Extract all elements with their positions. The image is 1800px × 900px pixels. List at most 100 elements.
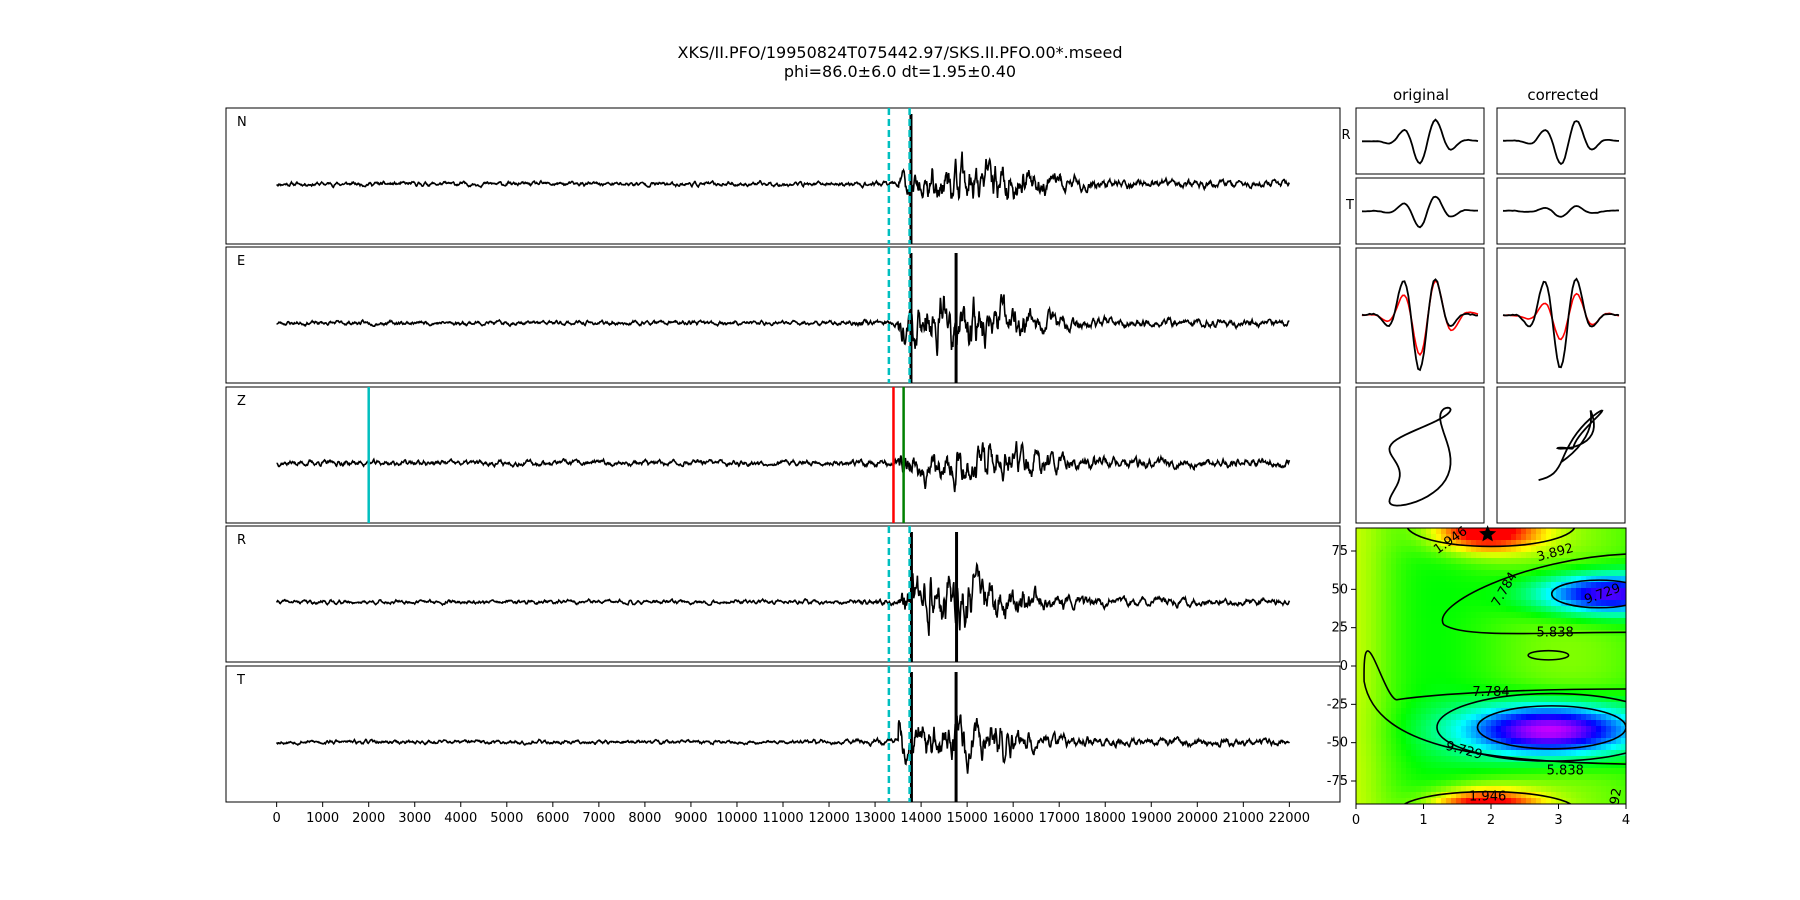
heat-cell <box>1431 654 1437 661</box>
heat-cell <box>1366 558 1372 565</box>
heat-cell <box>1611 672 1617 679</box>
heat-cell <box>1496 648 1502 655</box>
heat-cell <box>1476 612 1482 619</box>
heat-cell <box>1461 534 1467 541</box>
heat-cell <box>1536 570 1542 577</box>
x-tick-label: 14000 <box>900 811 941 826</box>
heat-cell <box>1416 636 1422 643</box>
heat-cell <box>1476 624 1482 631</box>
heat-cell <box>1526 762 1532 769</box>
heat-cell <box>1421 732 1427 739</box>
heat-cell <box>1616 546 1622 553</box>
heat-cell <box>1426 600 1432 607</box>
heat-cell <box>1506 726 1512 733</box>
heat-cell <box>1391 528 1397 535</box>
heat-cell <box>1501 648 1507 655</box>
heat-cell <box>1431 540 1437 547</box>
heat-cell <box>1571 714 1577 721</box>
heat-cell <box>1361 648 1367 655</box>
heat-cell <box>1386 654 1392 661</box>
heat-cell <box>1356 606 1362 613</box>
heat-cell <box>1456 780 1462 787</box>
heat-cell <box>1366 774 1372 781</box>
heat-cell <box>1426 636 1432 643</box>
x-tick-label: 11000 <box>762 811 803 826</box>
heat-cell <box>1571 648 1577 655</box>
heat-cell <box>1356 564 1362 571</box>
heat-cell <box>1476 576 1482 583</box>
heat-cell <box>1496 558 1502 565</box>
heat-cell <box>1546 696 1552 703</box>
pm-cell-1-2 <box>1496 247 1626 384</box>
heat-cell <box>1446 552 1452 559</box>
heat-cell <box>1416 738 1422 745</box>
heat-cell <box>1566 666 1572 673</box>
heat-cell <box>1576 738 1582 745</box>
heat-cell <box>1556 666 1562 673</box>
heat-cell <box>1596 528 1602 535</box>
heat-cell <box>1401 702 1407 709</box>
heat-cell <box>1546 564 1552 571</box>
heat-cell <box>1561 612 1567 619</box>
heat-cell <box>1621 576 1626 583</box>
heat-cell <box>1441 774 1447 781</box>
heat-cell <box>1366 528 1372 535</box>
heat-cell <box>1366 624 1372 631</box>
heat-cell <box>1461 642 1467 649</box>
heat-cell <box>1606 558 1612 565</box>
heat-cell <box>1606 696 1612 703</box>
heat-cell <box>1526 636 1532 643</box>
heat-cell <box>1416 624 1422 631</box>
heat-cell <box>1541 672 1547 679</box>
heat-cell <box>1461 750 1467 757</box>
heat-cell <box>1506 702 1512 709</box>
row-label-transverse: T <box>1345 198 1354 213</box>
heat-cell <box>1406 618 1412 625</box>
heat-cell <box>1491 690 1497 697</box>
heat-cell <box>1576 528 1582 535</box>
heat-cell <box>1586 690 1592 697</box>
heat-cell <box>1446 786 1452 793</box>
heat-cell <box>1491 774 1497 781</box>
heat-cell <box>1451 786 1457 793</box>
heat-cell <box>1371 642 1377 649</box>
heat-cell <box>1431 546 1437 553</box>
heat-cell <box>1556 528 1562 535</box>
y-tick-label: -50 <box>1327 736 1348 751</box>
heat-cell <box>1466 600 1472 607</box>
heat-cell <box>1521 570 1527 577</box>
heat-cell <box>1446 612 1452 619</box>
heat-cell <box>1386 642 1392 649</box>
heat-cell <box>1511 666 1517 673</box>
heat-cell <box>1476 768 1482 775</box>
heat-cell <box>1596 714 1602 721</box>
heat-cell <box>1601 624 1607 631</box>
row-label-radial: R <box>1341 128 1350 143</box>
heat-cell <box>1596 564 1602 571</box>
heat-cell <box>1581 768 1587 775</box>
heat-cell <box>1576 702 1582 709</box>
heat-cell <box>1386 618 1392 625</box>
heat-cell <box>1476 684 1482 691</box>
heat-cell <box>1436 564 1442 571</box>
heat-cell <box>1621 768 1626 775</box>
heat-cell <box>1481 768 1487 775</box>
heat-cell <box>1541 558 1547 565</box>
heat-cell <box>1606 648 1612 655</box>
heat-cell <box>1486 762 1492 769</box>
heat-cell <box>1381 630 1387 637</box>
heat-cell <box>1366 744 1372 751</box>
heat-cell <box>1571 558 1577 565</box>
heat-cell <box>1476 702 1482 709</box>
heat-cell <box>1376 768 1382 775</box>
heat-cell <box>1411 762 1417 769</box>
heat-cell <box>1586 708 1592 715</box>
heat-cell <box>1401 588 1407 595</box>
heat-cell <box>1356 624 1362 631</box>
heat-cell <box>1431 702 1437 709</box>
heat-cell <box>1526 588 1532 595</box>
heat-cell <box>1481 672 1487 679</box>
heat-cell <box>1501 600 1507 607</box>
heat-cell <box>1511 714 1517 721</box>
heat-cell <box>1561 738 1567 745</box>
